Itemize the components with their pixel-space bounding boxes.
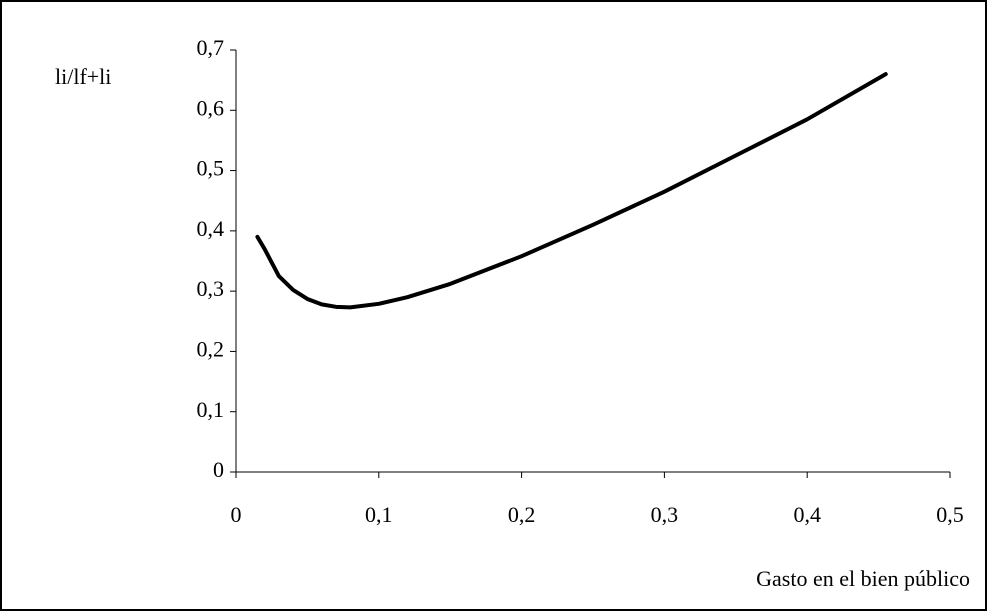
x-tick-label: 0,5: [936, 502, 964, 527]
y-tick-label: 0,7: [197, 35, 225, 60]
y-tick-label: 0,2: [197, 336, 225, 361]
x-tick-label: 0,3: [651, 502, 679, 527]
x-axis-label: Gasto en el bien público: [756, 566, 970, 591]
y-axis-label: li/lf+li: [55, 64, 111, 89]
x-tick-label: 0,4: [793, 502, 821, 527]
y-tick-label: 0: [213, 457, 224, 482]
x-tick-label: 0,2: [508, 502, 536, 527]
y-tick-label: 0,5: [197, 156, 225, 181]
y-tick-label: 0,3: [197, 276, 225, 301]
y-tick-label: 0,6: [197, 95, 225, 120]
x-tick-label: 0,1: [365, 502, 393, 527]
line: [255, 72, 888, 310]
y-tick-label: 0,4: [197, 216, 225, 241]
x-tick-label: 0: [231, 502, 242, 527]
y-tick-label: 0,1: [197, 397, 225, 422]
